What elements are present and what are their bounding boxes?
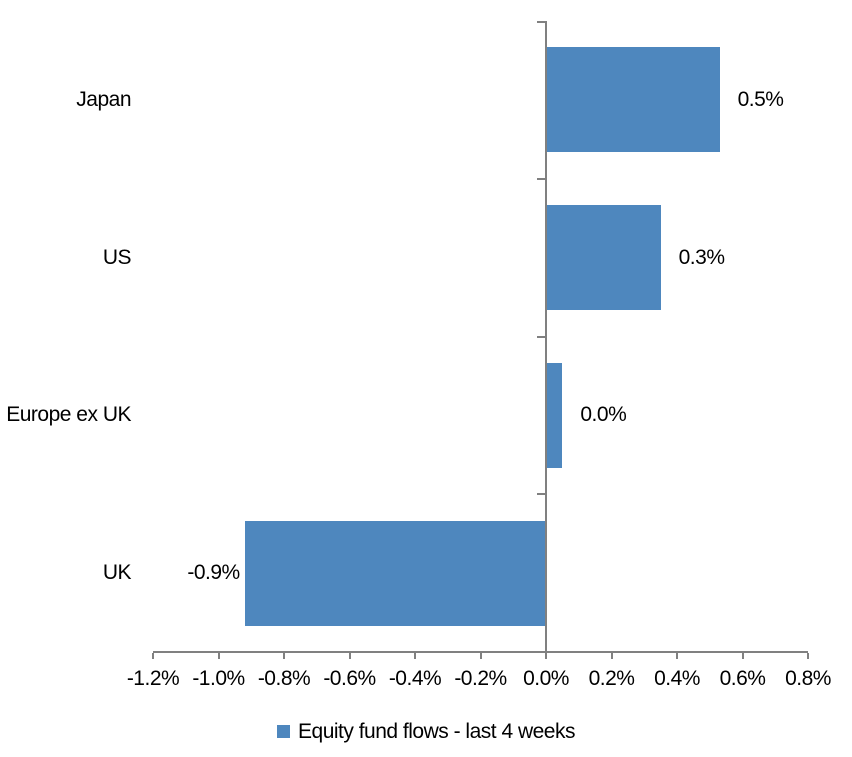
value-axis-tick <box>479 653 482 659</box>
value-axis-tick <box>283 653 285 659</box>
value-axis-tick-label: -1.0% <box>192 667 245 690</box>
bar-us <box>546 205 661 311</box>
value-axis-tick <box>676 653 678 659</box>
category-label-uk: UK <box>102 561 132 585</box>
category-axis-tick <box>537 21 547 23</box>
value-axis-tick-label: 0.2% <box>588 667 635 690</box>
value-label-japan: 0.5% <box>737 87 784 111</box>
category-axis-labels: Japan US Europe ex UK UK <box>0 21 131 652</box>
category-label-europe-ex-uk: Europe ex UK <box>6 403 131 427</box>
value-axis-tick-label: -0.8% <box>257 667 311 690</box>
category-label-us: US <box>102 245 132 269</box>
value-label-uk: -0.9% <box>187 561 240 585</box>
category-axis-tick <box>537 335 547 338</box>
value-axis-tick-label: -0.4% <box>388 667 442 690</box>
bar-europe-ex-uk <box>546 362 563 468</box>
legend-swatch-icon <box>277 725 291 738</box>
plot-area: 0.5% 0.3% 0.0% -0.9% <box>152 21 809 659</box>
value-axis-tick <box>610 653 613 659</box>
bar-japan <box>546 47 720 153</box>
bar-uk <box>244 520 546 626</box>
value-axis-tick <box>217 653 220 659</box>
legend-label: Equity fund flows - last 4 weeks <box>298 720 575 743</box>
value-axis-tick <box>414 653 416 659</box>
value-axis-tick-label: 0.4% <box>654 667 700 690</box>
category-axis-tick <box>537 493 547 496</box>
category-axis-tick <box>537 177 547 180</box>
value-label-europe-ex-uk: 0.0% <box>580 403 627 427</box>
value-axis-tick <box>152 653 154 659</box>
value-axis-line <box>153 651 808 653</box>
value-axis-tick <box>807 653 809 659</box>
value-axis-tick-label: 0.0% <box>523 667 569 690</box>
value-axis-tick-labels: -1.2% -1.0% -0.8% -0.6% -0.4% -0.2% 0.0%… <box>0 666 852 692</box>
value-axis-tick <box>545 653 547 659</box>
value-axis-tick-label: 0.6% <box>719 667 766 690</box>
value-axis-tick-label: -1.2% <box>126 667 180 690</box>
value-label-us: 0.3% <box>678 245 725 269</box>
category-label-japan: Japan <box>76 87 131 111</box>
value-axis-tick <box>348 653 351 659</box>
value-axis-tick-label: -0.6% <box>323 667 376 690</box>
value-axis-tick-label: 0.8% <box>785 667 831 690</box>
value-axis-tick-label: -0.2% <box>454 667 507 690</box>
value-axis-tick <box>741 653 744 659</box>
legend: Equity fund flows - last 4 weeks <box>0 719 852 744</box>
